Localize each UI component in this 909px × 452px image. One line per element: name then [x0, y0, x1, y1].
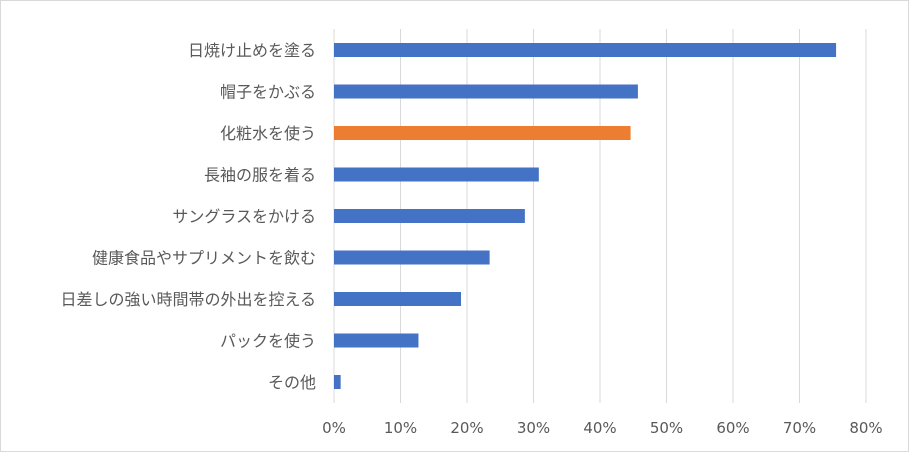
- category-label: 化粧水を使う: [220, 124, 316, 143]
- bar: [334, 250, 490, 265]
- x-tick-label: 20%: [450, 419, 483, 437]
- category-label: 日差しの強い時間帯の外出を控える: [60, 290, 316, 309]
- x-tick-label: 40%: [583, 419, 616, 437]
- category-label: 健康食品やサプリメントを飲む: [92, 249, 316, 268]
- bar: [334, 209, 525, 223]
- x-tick-label: 0%: [322, 419, 346, 437]
- category-label: その他: [268, 373, 316, 392]
- bars: [334, 43, 837, 389]
- category-label: サングラスをかける: [172, 207, 316, 226]
- category-label: 日焼け止めを塗る: [188, 41, 316, 60]
- bar: [334, 167, 539, 182]
- bar: [334, 375, 341, 389]
- bar: [334, 333, 419, 348]
- x-tick-label: 50%: [650, 419, 683, 437]
- x-tick-label: 10%: [384, 419, 417, 437]
- bar: [334, 43, 837, 57]
- category-label: パックを使う: [220, 332, 316, 351]
- category-label: 帽子をかぶる: [220, 83, 316, 102]
- bar: [334, 292, 462, 306]
- x-tick-label: 80%: [849, 419, 882, 437]
- x-tick-label: 60%: [716, 419, 749, 437]
- category-labels: 日焼け止めを塗る帽子をかぶる化粧水を使う長袖の服を着るサングラスをかける健康食品…: [60, 41, 316, 392]
- bar: [334, 126, 631, 140]
- x-tick-labels: 0% 10% 20% 30% 40% 50% 60% 70% 80%: [322, 419, 883, 437]
- bar: [334, 84, 638, 99]
- x-tick-label: 30%: [517, 419, 550, 437]
- category-label: 長袖の服を着る: [204, 166, 316, 185]
- x-tick-label: 70%: [783, 419, 816, 437]
